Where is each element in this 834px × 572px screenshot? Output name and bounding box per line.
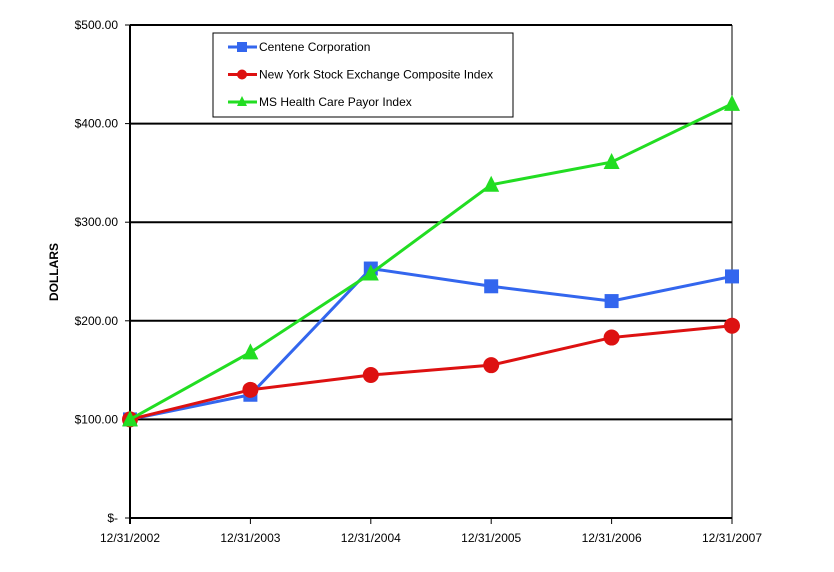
data-point [362,264,379,281]
legend-marker [237,42,247,52]
data-point [483,357,500,374]
legend-label: New York Stock Exchange Composite Index [259,68,493,82]
series-line [129,102,733,421]
data-point [603,153,620,170]
data-point [242,381,259,398]
legend-marker [237,69,247,80]
x-axis-ticks: 12/31/2002 12/31/2003 12/31/2004 12/31/2005… [100,531,762,545]
series-line [129,324,733,421]
y-tick-label: $100.00 [75,412,119,426]
legend-label: MS Health Care Payor Index [259,95,412,109]
y-tick-label: $300.00 [75,215,119,229]
legend: Centene Corporation New York Stock Exchan… [212,32,514,118]
data-point [724,317,740,334]
data-point [725,269,739,284]
y-tick-label: $500.00 [75,18,119,32]
data-point [603,329,620,346]
x-tick-label: 12/31/2003 [220,531,280,545]
legend-label: Centene Corporation [259,40,370,54]
series-group [122,94,740,428]
series-line [129,266,733,421]
data-point [362,367,379,384]
y-tick-label: $400.00 [75,117,119,131]
data-point [122,410,138,427]
x-tick-label: 12/31/2002 [100,531,160,545]
x-tick-label: 12/31/2007 [702,531,762,545]
data-point [242,343,259,360]
y-axis-ticks: $- $100.00 $200.00 $300.00 $400.00 $500.00 [75,18,119,525]
data-point [483,175,500,192]
legend-marker [237,96,247,106]
series-1 [122,317,740,428]
series-2 [122,94,740,427]
y-axis-label: DOLLARS [47,243,61,301]
legend-box [212,32,514,118]
series-0 [123,261,739,427]
data-point [604,294,619,309]
x-tick-label: 12/31/2006 [582,531,642,545]
x-tick-label: 12/31/2005 [461,531,521,545]
data-point [724,94,740,111]
data-point [484,279,499,294]
x-tick-label: 12/31/2004 [341,531,401,545]
y-tick-label: $- [107,511,118,525]
y-tick-label: $200.00 [75,314,119,328]
